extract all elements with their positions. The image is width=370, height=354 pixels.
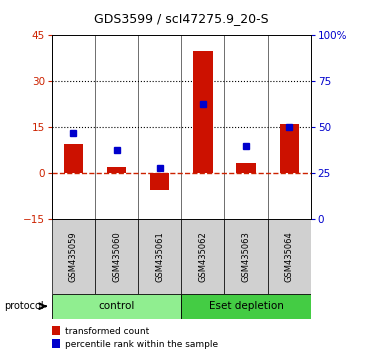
Bar: [181, 219, 225, 294]
Text: GSM435059: GSM435059: [69, 231, 78, 282]
Bar: [193, 51, 213, 173]
Bar: [236, 163, 256, 173]
Bar: [181, 294, 311, 319]
Bar: [52, 294, 181, 319]
Text: control: control: [98, 301, 135, 311]
Bar: [279, 124, 299, 173]
Text: transformed count: transformed count: [65, 326, 150, 336]
Bar: [150, 173, 169, 190]
Bar: [268, 219, 311, 294]
Text: protocol: protocol: [4, 301, 43, 311]
Text: GDS3599 / scI47275.9_20-S: GDS3599 / scI47275.9_20-S: [94, 12, 269, 25]
Text: GSM435061: GSM435061: [155, 231, 164, 282]
Text: GSM435064: GSM435064: [285, 231, 294, 282]
Bar: [138, 219, 181, 294]
Text: GSM435060: GSM435060: [112, 231, 121, 282]
Bar: [95, 219, 138, 294]
Text: percentile rank within the sample: percentile rank within the sample: [65, 339, 219, 349]
Bar: [52, 219, 95, 294]
Bar: [225, 219, 268, 294]
Bar: [64, 144, 83, 173]
Text: GSM435062: GSM435062: [198, 231, 207, 282]
Text: Eset depletion: Eset depletion: [209, 301, 283, 311]
Text: GSM435063: GSM435063: [242, 231, 250, 282]
Bar: [107, 167, 126, 173]
